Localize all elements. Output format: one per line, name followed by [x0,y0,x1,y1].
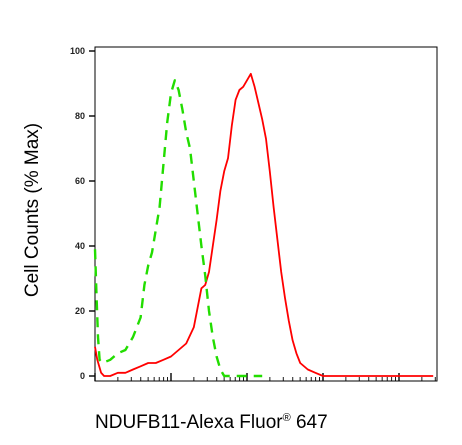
histogram-series-2 [93,79,263,378]
y-tick-label: 0 [80,371,85,381]
y-tick-label: 20 [75,306,85,316]
plot-border [94,46,438,382]
series-layer [93,72,434,378]
y-tick-label: 80 [75,111,85,121]
x-axis-ticks [94,373,436,381]
x-axis-title-suffix: 647 [291,412,328,433]
y-tick-label: 40 [75,241,85,251]
x-axis-title-registered: ® [283,412,291,424]
y-axis-title: Cell Counts (% Max) [22,123,43,297]
x-axis-title: NDUFB11-Alexa Fluor® 647 [95,412,328,433]
y-axis-ticks: 0 20 40 60 80 100 [70,46,95,381]
y-tick-label: 60 [75,176,85,186]
x-axis-title-main: NDUFB11-Alexa Fluor [95,412,283,433]
y-tick-label: 100 [70,46,85,56]
plot-frame [94,46,438,382]
histogram-series-1 [94,72,434,377]
